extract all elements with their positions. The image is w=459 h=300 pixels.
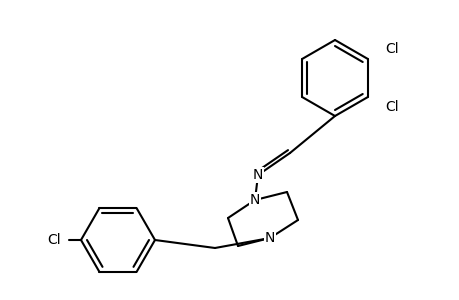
Text: N: N xyxy=(264,231,274,245)
Text: Cl: Cl xyxy=(384,42,398,56)
Text: Cl: Cl xyxy=(384,100,398,114)
Text: Cl: Cl xyxy=(47,233,61,247)
Text: N: N xyxy=(249,193,260,207)
Text: N: N xyxy=(252,168,263,182)
